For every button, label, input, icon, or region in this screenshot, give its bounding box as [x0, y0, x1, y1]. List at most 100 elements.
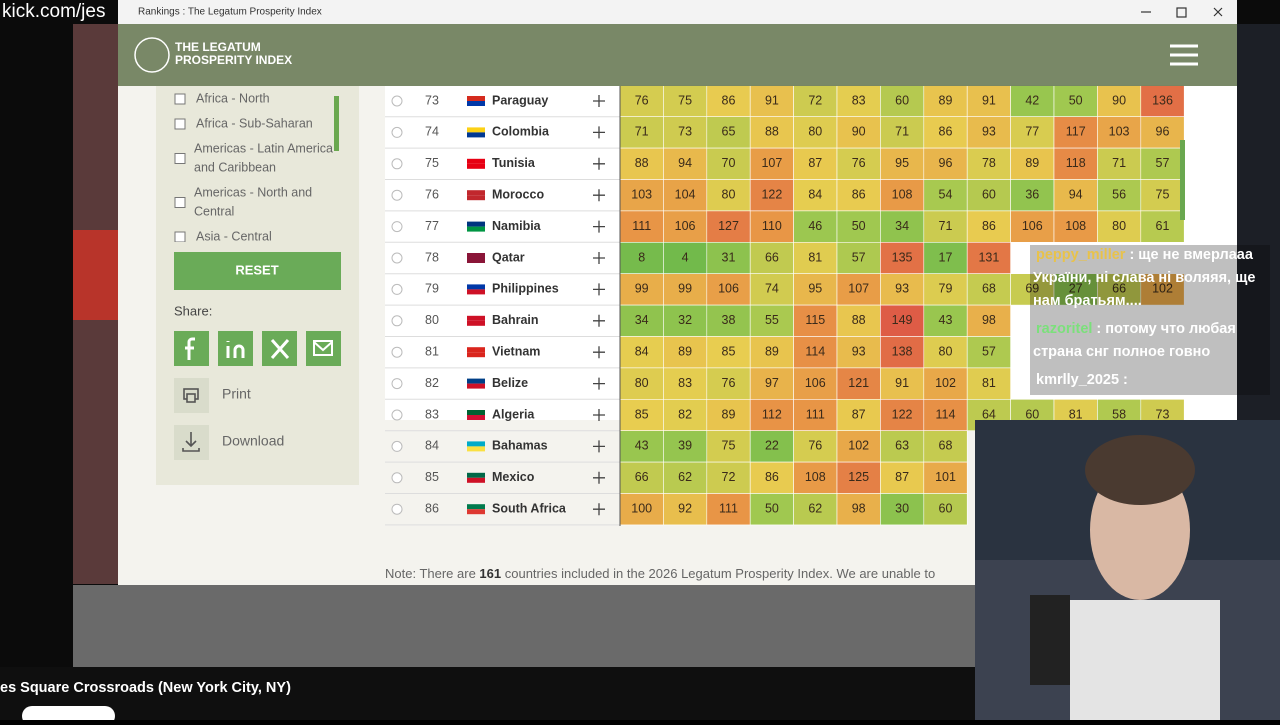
bottom-bar: [0, 667, 975, 720]
score-value: 38: [722, 313, 736, 327]
score-value: 89: [1025, 156, 1039, 170]
score-value: 86: [722, 93, 736, 107]
site-header: [118, 24, 1237, 86]
score-value: 73: [678, 125, 692, 139]
score-value: 108: [892, 187, 913, 201]
maximize[interactable]: [1176, 7, 1187, 18]
menu-button[interactable]: [1170, 44, 1198, 66]
score-cell: [619, 461, 664, 494]
score-value: 68: [939, 439, 953, 453]
score-value: 66: [765, 250, 779, 264]
score-cell: [923, 147, 968, 180]
score-cell: [793, 304, 838, 337]
expand-button[interactable]: [593, 220, 605, 233]
row-radio[interactable]: [391, 252, 403, 264]
score-value: 88: [852, 313, 866, 327]
filter-checkbox[interactable]: [174, 231, 186, 243]
filter-checkbox[interactable]: [174, 118, 186, 130]
expand-button[interactable]: [593, 189, 605, 202]
row-radio[interactable]: [391, 158, 403, 170]
filter-checkbox[interactable]: [174, 197, 186, 208]
expand-button[interactable]: [593, 157, 605, 170]
reset-button[interactable]: [174, 252, 341, 290]
score-cell: [749, 461, 794, 494]
icon-glyphs: [182, 388, 200, 452]
score-value: 56: [1112, 187, 1126, 201]
filter-checkbox[interactable]: [174, 153, 186, 164]
score-cell: [880, 493, 925, 526]
score-value: 87: [808, 156, 822, 170]
row-radio[interactable]: [391, 440, 403, 452]
score-value: 81: [1069, 407, 1083, 421]
score-value: 103: [631, 187, 652, 201]
flag: [467, 190, 485, 196]
expand-button[interactable]: [593, 252, 605, 264]
score-cell: [880, 179, 925, 212]
score-value: 60: [1025, 407, 1039, 421]
video-sign: [73, 230, 118, 320]
row-radio[interactable]: [391, 472, 403, 484]
expand-button[interactable]: [593, 126, 605, 139]
expand-button[interactable]: [593, 377, 605, 390]
score-cell: [880, 242, 925, 275]
chat-message: : потому что любая: [1096, 321, 1235, 337]
score-value: 118: [1066, 156, 1086, 170]
row-radio[interactable]: [391, 221, 403, 233]
expand-button[interactable]: [593, 440, 605, 453]
close[interactable]: [1213, 7, 1223, 17]
expand-button[interactable]: [593, 503, 605, 516]
expand-button[interactable]: [593, 346, 605, 359]
score-value: 99: [635, 282, 649, 296]
score-value: 34: [635, 313, 649, 327]
rank: 83: [425, 407, 439, 421]
expand-button[interactable]: [593, 471, 605, 484]
score-cell: [793, 85, 838, 118]
follow-button[interactable]: [22, 706, 115, 725]
score-value: 114: [936, 407, 956, 421]
row-radio[interactable]: [391, 315, 403, 327]
expand-button[interactable]: [593, 409, 605, 421]
row-radio[interactable]: [391, 503, 403, 515]
flag: [467, 504, 485, 510]
score-cell: [663, 304, 708, 337]
score-value: 69: [1025, 282, 1039, 296]
score-cell: [793, 116, 838, 149]
expand-button[interactable]: [593, 314, 605, 327]
rank: 73: [425, 93, 439, 107]
score-value: 136: [1152, 93, 1173, 107]
score-value: 125: [848, 470, 869, 484]
row-radio[interactable]: [391, 409, 403, 421]
score-value: 102: [935, 376, 956, 390]
score-value: 36: [1025, 187, 1039, 201]
country-name: Bahamas: [492, 439, 548, 453]
row-radio[interactable]: [391, 346, 403, 358]
row-radio[interactable]: [391, 189, 403, 201]
score-value: 76: [722, 376, 736, 390]
score-value: 111: [806, 407, 825, 421]
window-controls[interactable]: [1141, 7, 1223, 18]
score-cell: [966, 85, 1011, 118]
download-label: Download: [222, 433, 284, 449]
score-cell: [836, 430, 881, 463]
expand-button[interactable]: [593, 283, 605, 296]
score-value: 22: [765, 439, 779, 453]
score-cell: [966, 336, 1011, 369]
score-cell: [1053, 210, 1098, 243]
score-value: 96: [939, 156, 953, 170]
row-radio[interactable]: [391, 378, 403, 390]
score-cell: [923, 304, 968, 337]
row-radio[interactable]: [391, 95, 403, 107]
flag: [467, 320, 485, 326]
score-value: 91: [895, 376, 909, 390]
rank: 86: [425, 501, 439, 515]
row-radio[interactable]: [391, 283, 403, 295]
rank: 79: [425, 282, 439, 296]
score-value: 138: [892, 344, 913, 358]
score-cell: [619, 179, 664, 212]
row-radio[interactable]: [391, 126, 403, 138]
expand-button[interactable]: [593, 95, 605, 107]
filter-checkbox[interactable]: [174, 93, 186, 105]
score-value: 62: [808, 501, 822, 515]
score-value: 80: [1112, 219, 1126, 233]
score-cell: [966, 273, 1011, 306]
